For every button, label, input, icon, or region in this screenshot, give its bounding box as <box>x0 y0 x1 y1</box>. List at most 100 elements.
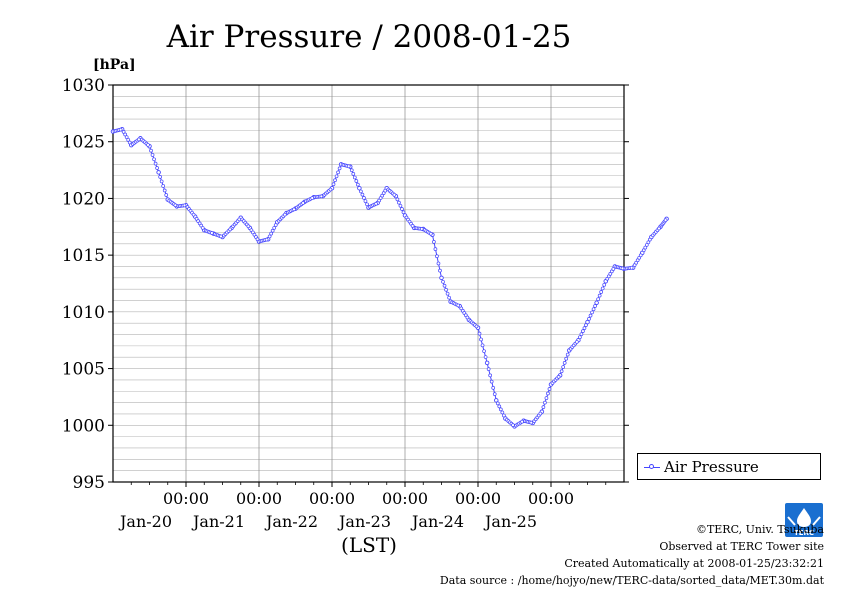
y-tick-label: 1020 <box>62 189 105 209</box>
data-point-minor <box>333 178 337 183</box>
data-point-minor <box>200 226 205 230</box>
data-point-minor <box>360 192 365 197</box>
data-point <box>484 360 490 366</box>
data-point-minor <box>564 356 569 361</box>
data-point-minor <box>228 227 232 232</box>
data-point-minor <box>267 234 272 239</box>
y-tick-label: 1005 <box>62 360 105 380</box>
data-point-minor <box>544 396 549 400</box>
y-tick-label: 1025 <box>62 133 105 153</box>
plot-frame <box>112 84 625 483</box>
x-tick-time-label: 00:00 <box>309 489 355 508</box>
data-point-minor <box>479 337 483 342</box>
data-point-minor <box>301 201 305 205</box>
data-point-minor <box>319 194 324 199</box>
data-point-minor <box>587 317 591 321</box>
data-point-minor <box>578 335 582 340</box>
data-point-minor <box>546 391 550 396</box>
data-point-minor <box>565 352 570 357</box>
x-tick-date-label: Jan-21 <box>191 512 245 531</box>
data-point-minor <box>520 419 524 424</box>
legend-marker <box>649 464 654 469</box>
data-point-minor <box>400 207 404 211</box>
data-point-minor <box>269 231 274 236</box>
data-point-minor <box>602 282 607 287</box>
data-point-minor <box>182 203 187 208</box>
data-point-minor <box>543 400 547 405</box>
data-point-minor <box>155 166 159 170</box>
x-tick-time-label: 00:00 <box>236 489 282 508</box>
data-point-minor <box>438 268 442 273</box>
data-point-minor <box>529 420 534 425</box>
data-point-minor <box>646 240 651 245</box>
data-point-minor <box>337 166 342 171</box>
y-tick-label: 1010 <box>62 303 105 323</box>
data-point-minor <box>474 324 479 329</box>
data-point-minor <box>137 137 141 142</box>
data-point-minor <box>118 127 123 132</box>
data-point-minor <box>419 227 424 231</box>
data-point-minor <box>149 148 153 153</box>
data-point-minor <box>395 197 400 202</box>
data-point <box>439 275 444 281</box>
data-point-minor <box>584 323 588 327</box>
data-point-minor <box>441 279 445 284</box>
data-point-minor <box>444 287 448 292</box>
data-point <box>594 300 599 306</box>
data-point-minor <box>559 369 564 374</box>
data-point <box>494 398 499 403</box>
data-point-minor <box>270 228 275 233</box>
y-tick-label: 1030 <box>62 76 105 96</box>
data-point-minor <box>150 153 155 157</box>
data-point-minor <box>436 261 441 266</box>
data-point-minor <box>538 411 543 416</box>
data-point-minor <box>365 202 369 207</box>
data-point-minor <box>334 174 339 179</box>
data-point-minor <box>489 379 494 384</box>
data-point-minor <box>663 218 668 223</box>
x-tick-time-label: 00:00 <box>455 489 501 508</box>
data-point-minor <box>447 295 451 300</box>
data-point-minor <box>237 217 242 222</box>
data-point-minor <box>657 226 661 231</box>
data-point-minor <box>593 304 597 308</box>
data-point-minor <box>511 423 515 427</box>
data-point-minor <box>374 201 378 206</box>
data-point-minor <box>159 179 164 184</box>
y-tick-label: 1015 <box>62 246 105 266</box>
data-point-minor <box>352 175 357 180</box>
x-tick-date-label: Jan-25 <box>483 512 537 531</box>
data-point-minor <box>483 355 488 359</box>
data-point-minor <box>346 164 351 169</box>
x-tick-time-label: 00:00 <box>528 489 574 508</box>
series-points <box>110 126 669 429</box>
data-point-minor <box>429 231 433 236</box>
data-point-minor <box>210 231 214 235</box>
x-axis-label: (LST) <box>341 533 397 557</box>
data-point-minor <box>620 266 625 271</box>
data-point-minor <box>356 182 360 187</box>
data-point-minor <box>126 137 131 142</box>
data-point-minor <box>442 283 447 288</box>
terc-logo-icon: TERC <box>785 503 823 537</box>
data-point-minor <box>162 188 167 193</box>
data-point-minor <box>488 373 493 378</box>
created-text: Created Automatically at 2008-01-25/23:3… <box>564 557 824 570</box>
svg-text:TERC: TERC <box>794 529 814 537</box>
data-point-minor <box>500 410 505 415</box>
x-tick-date-label: Jan-23 <box>337 512 391 531</box>
legend-label: Air Pressure <box>664 458 759 476</box>
data-point-minor <box>401 210 406 215</box>
data-point-minor <box>363 199 368 203</box>
data-point-minor <box>482 349 486 354</box>
data-point-minor <box>556 375 561 379</box>
credits: ©TERC, Univ. Tsukuba Observed at TERC To… <box>440 521 824 589</box>
data-point-minor <box>597 293 602 298</box>
data-point-minor <box>547 387 552 391</box>
data-point-minor <box>629 265 634 270</box>
data-point-minor <box>161 184 166 188</box>
data-point-minor <box>480 343 485 348</box>
y-axis: 995 1000 1005 1010 1015 1020 1025 1030 <box>62 76 629 493</box>
data-point-minor <box>477 331 482 336</box>
